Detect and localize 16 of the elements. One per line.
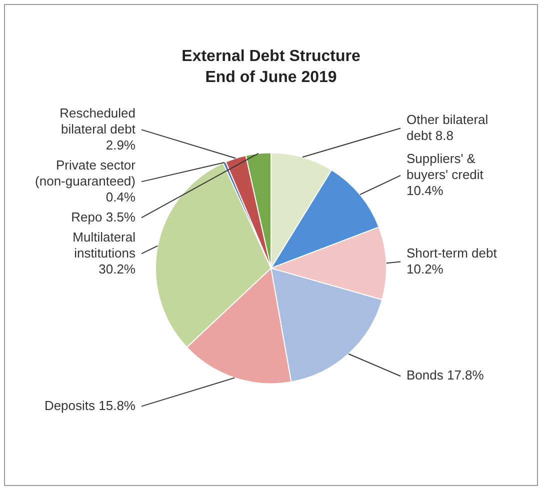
data-label: 30.2% bbox=[98, 261, 136, 276]
slice-label: Private sector (non-guaranteed) bbox=[35, 157, 136, 188]
chart-title: External Debt Structure bbox=[182, 48, 360, 66]
data-label: 10.2% bbox=[406, 261, 444, 276]
data-label: 0.4% bbox=[106, 189, 136, 204]
slice-label: Other bilateral debt 8.8 bbox=[406, 112, 488, 143]
chart-subtitle: End of June 2019 bbox=[205, 69, 337, 86]
slice-label: Short-term debt bbox=[406, 245, 498, 260]
slice-label: Deposits 15.8% bbox=[44, 398, 136, 413]
data-label: 10.4% bbox=[406, 183, 444, 198]
slice-label: Repo 3.5% bbox=[71, 209, 136, 224]
data-label: 2.9% bbox=[106, 137, 136, 152]
slice-label: Multilateral institutions bbox=[72, 229, 136, 260]
slice-label: Suppliers' & buyers' credit bbox=[406, 151, 484, 182]
slice-label: Bonds 17.8% bbox=[406, 368, 484, 383]
slice-label: Rescheduled bilateral debt bbox=[60, 105, 136, 136]
